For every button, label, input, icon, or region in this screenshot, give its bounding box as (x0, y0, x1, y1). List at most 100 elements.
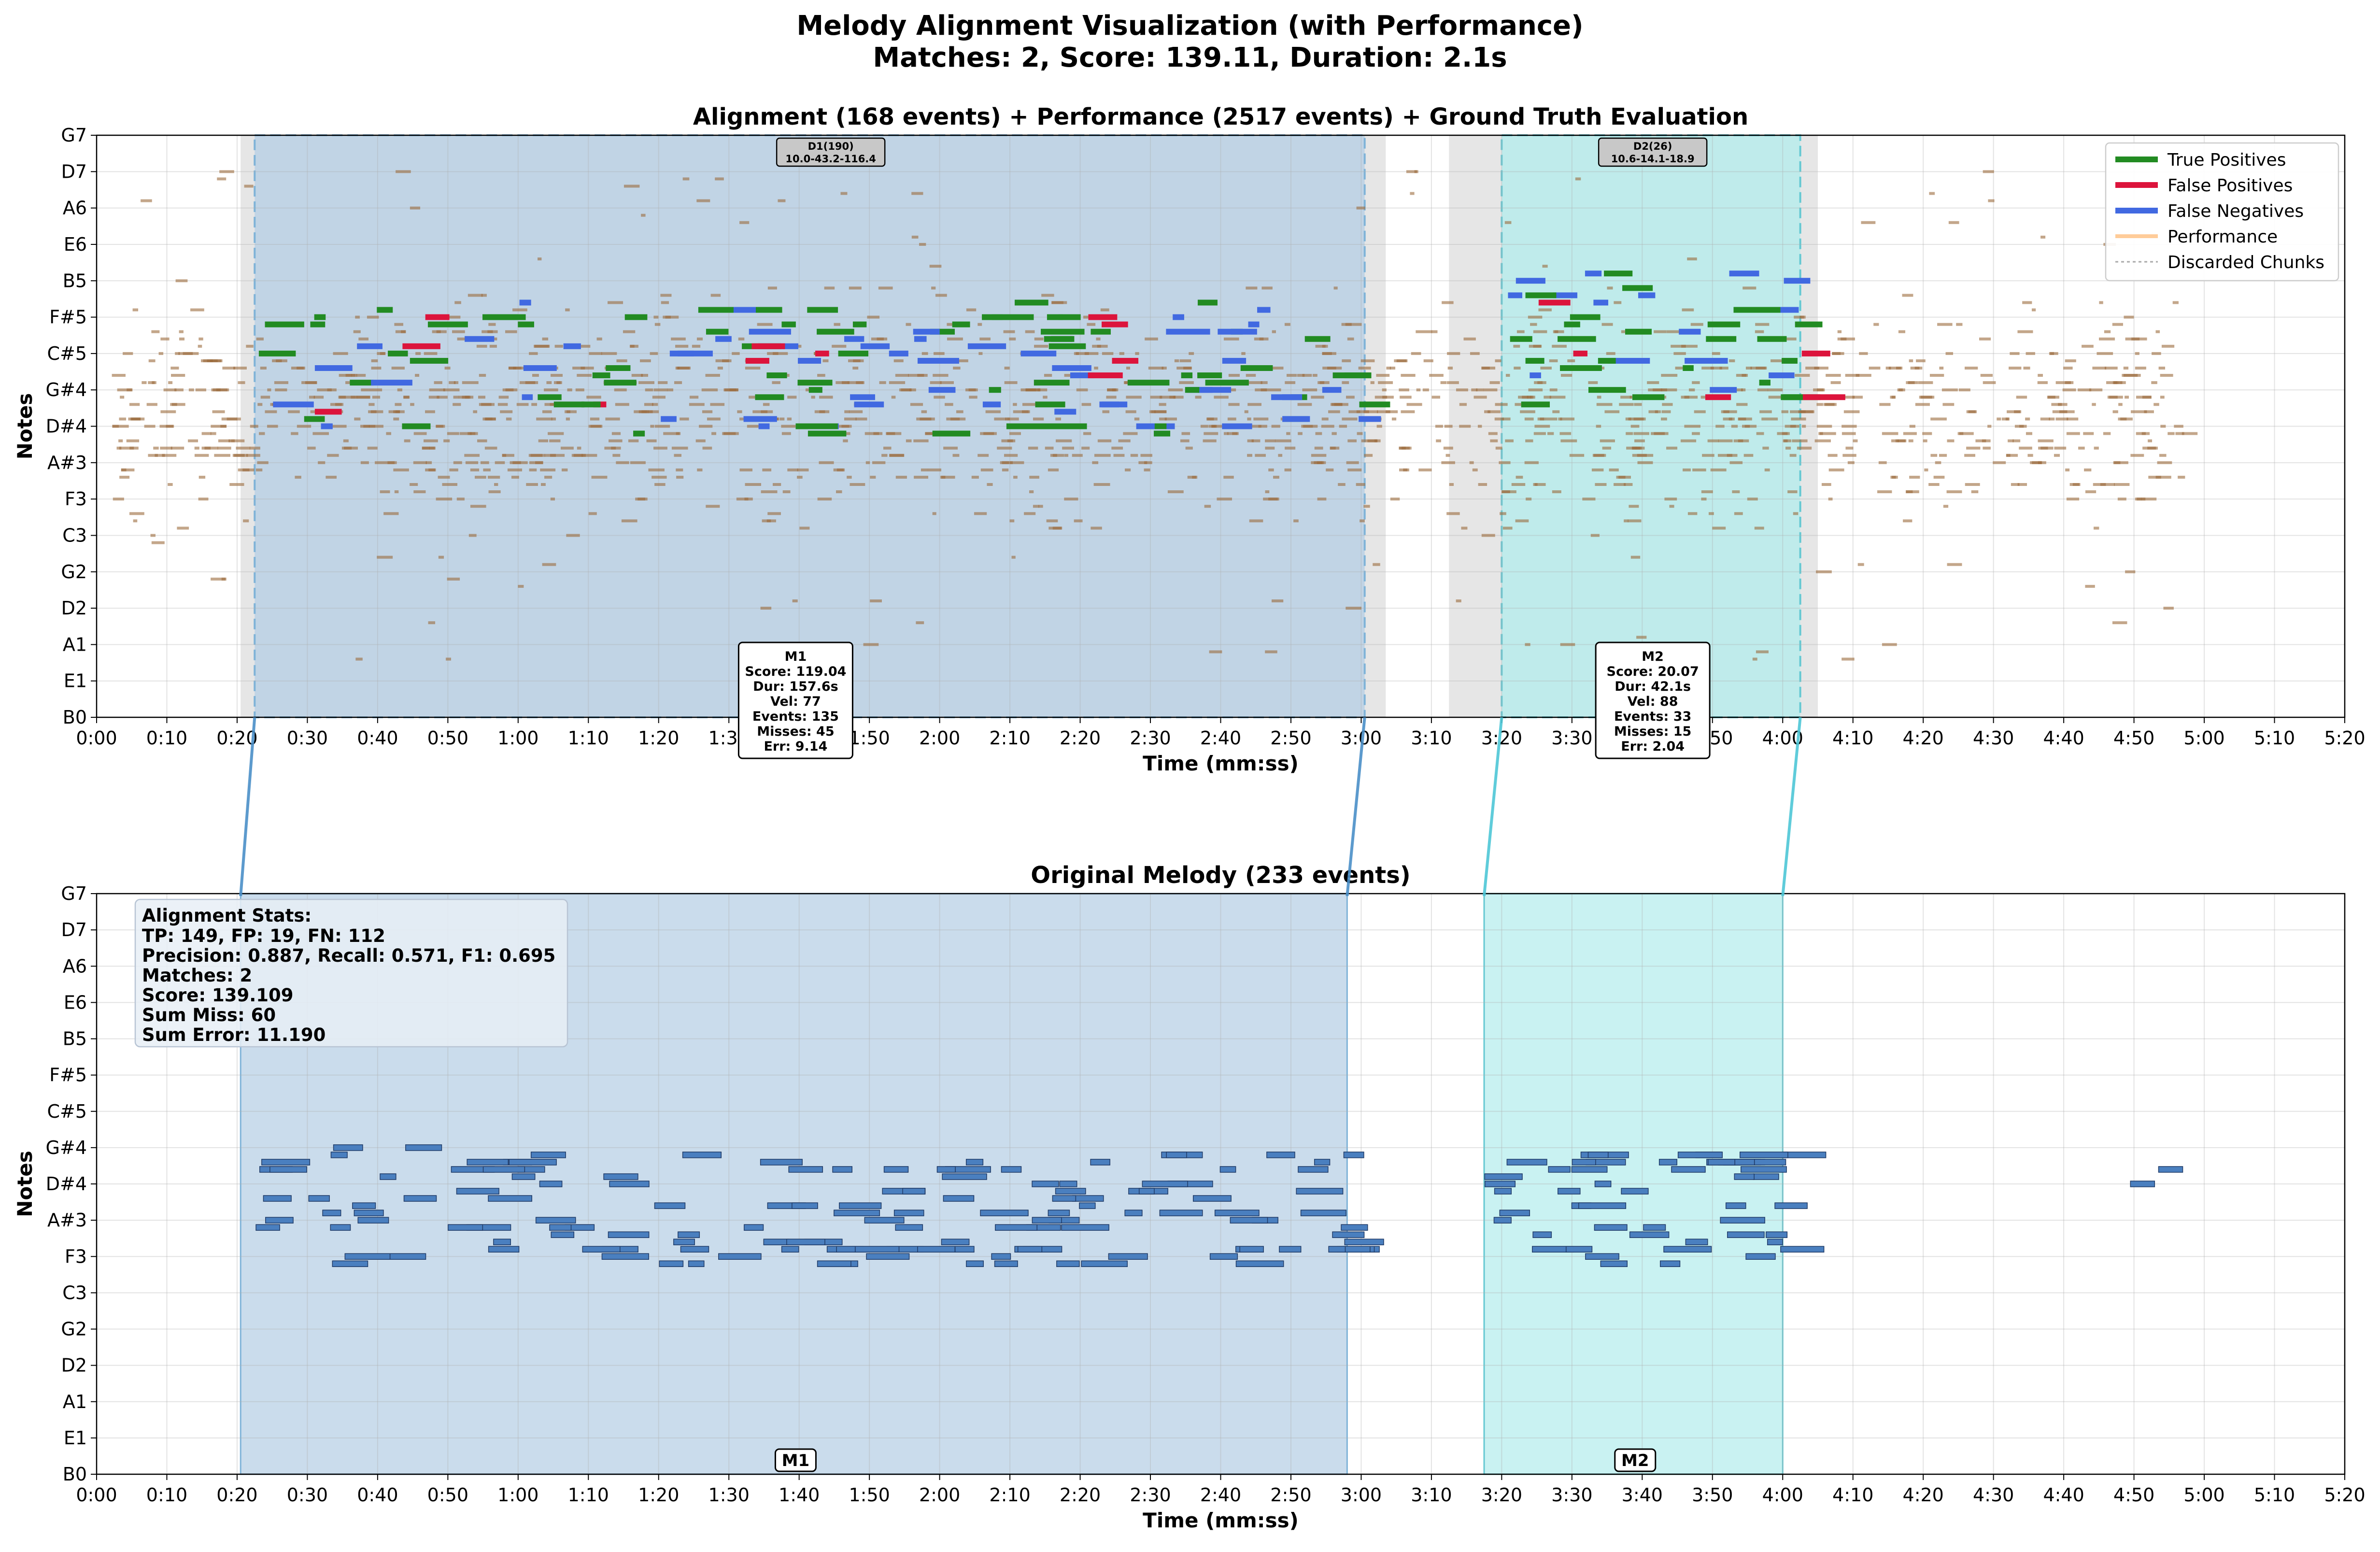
performance-note (1164, 417, 1177, 421)
performance-note (2174, 425, 2183, 428)
false-negative-note (1359, 416, 1381, 422)
performance-note (586, 396, 601, 399)
performance-note (2092, 403, 2096, 406)
performance-note (779, 417, 785, 421)
performance-note (1630, 425, 1640, 428)
y-axis-label: Notes (13, 1151, 37, 1217)
performance-note (848, 381, 864, 384)
match-label-text: M2 (1621, 1451, 1649, 1470)
performance-note (811, 396, 815, 399)
x-tick-label: 1:10 (568, 1484, 609, 1506)
performance-note (696, 337, 703, 341)
performance-note (1029, 490, 1034, 494)
performance-note (1930, 454, 1938, 457)
false-negative-note (1282, 394, 1303, 400)
performance-note (1255, 388, 1267, 392)
performance-note (1034, 337, 1044, 341)
alignment-events (258, 271, 1845, 437)
match-region-m2 (1483, 893, 1784, 1475)
performance-note (168, 381, 173, 384)
axes-frame (96, 893, 2346, 1475)
performance-note (1814, 367, 1828, 370)
performance-note (170, 367, 179, 370)
performance-note (628, 439, 639, 442)
false-negative-note (1607, 357, 1650, 364)
performance-note (2083, 432, 2094, 435)
melody-note (883, 1166, 909, 1173)
performance-note (551, 417, 556, 421)
connection-line (239, 717, 256, 897)
x-tick-label: 1:40 (779, 1484, 820, 1506)
performance-note (1516, 330, 1525, 333)
performance-note (502, 454, 507, 457)
performance-note (1919, 396, 1935, 399)
true-positive-note (797, 380, 833, 386)
performance-note (1842, 425, 1857, 428)
performance-note (415, 352, 421, 355)
performance-note (1378, 381, 1393, 384)
x-tick-label: 2:10 (989, 727, 1030, 749)
performance-note (218, 439, 231, 442)
performance-note (1431, 330, 1438, 333)
performance-note (1842, 657, 1855, 661)
performance-note (482, 330, 493, 333)
performance-note (1732, 490, 1740, 494)
performance-note (449, 468, 458, 471)
performance-note (1373, 563, 1380, 566)
axes-frame (96, 134, 2346, 718)
performance-note (1406, 170, 1417, 173)
performance-note (275, 388, 287, 392)
performance-note (497, 403, 508, 406)
performance-note (614, 388, 627, 392)
performance-note (1502, 417, 1511, 421)
x-tick-label: 3:20 (1481, 1484, 1522, 1506)
match-info-line: Err: 9.14 (764, 739, 827, 754)
performance-note (1401, 410, 1415, 413)
performance-note (911, 192, 923, 195)
true-positive-note (1706, 336, 1737, 342)
performance-note (1569, 454, 1585, 457)
performance-note (1297, 403, 1312, 406)
performance-note (1708, 512, 1714, 515)
performance-note (1957, 432, 1974, 435)
true-positive-note (795, 423, 838, 429)
performance-note (1988, 199, 1995, 202)
performance-note (787, 396, 797, 399)
true-positive-note (1036, 423, 1048, 429)
performance-note (1484, 410, 1491, 413)
performance-note (1322, 352, 1332, 355)
performance-note (724, 388, 738, 392)
performance-note (1374, 439, 1381, 442)
true-positive-note (1185, 387, 1200, 393)
performance-note (413, 490, 426, 494)
performance-note (506, 417, 512, 421)
performance-note (1481, 534, 1495, 537)
performance-note (529, 352, 538, 355)
performance-note (447, 432, 459, 435)
performance-note (2065, 359, 2076, 362)
performance-note (787, 417, 792, 421)
melody-note (834, 1210, 880, 1216)
true-positive-note (518, 321, 534, 327)
performance-note (1261, 286, 1273, 290)
performance-note (781, 425, 796, 428)
true-positive-note (1588, 387, 1626, 393)
false-negative-note (321, 423, 333, 429)
melody-note (1745, 1253, 1776, 1260)
false-negative-note (1784, 278, 1811, 284)
x-tick-label: 4:40 (2043, 1484, 2084, 1506)
x-tick-label: 0:10 (146, 727, 187, 749)
performance-note (1741, 388, 1746, 392)
performance-note (507, 468, 523, 471)
legend-entry: Discarded Chunks (2168, 253, 2324, 272)
performance-note (1285, 381, 1296, 384)
performance-note (1560, 417, 1575, 421)
performance-note (1168, 388, 1183, 392)
performance-note (1247, 417, 1251, 421)
true-positive-note (1625, 328, 1652, 335)
melody-note (322, 1210, 341, 1216)
performance-note (179, 337, 185, 341)
melody-note (1571, 1166, 1608, 1173)
performance-note (148, 381, 155, 384)
performance-note (540, 468, 556, 471)
